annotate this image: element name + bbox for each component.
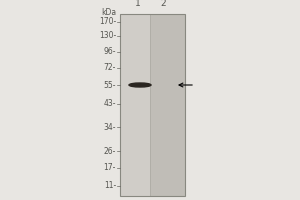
- Bar: [150, 14, 185, 196]
- Text: 170-: 170-: [99, 18, 116, 26]
- Bar: [120, 14, 150, 196]
- Text: 34-: 34-: [103, 122, 116, 132]
- Text: 26-: 26-: [103, 146, 116, 156]
- Text: 2: 2: [160, 0, 166, 8]
- Text: 55-: 55-: [103, 80, 116, 90]
- Text: 130-: 130-: [99, 31, 116, 40]
- Text: 11-: 11-: [104, 182, 116, 190]
- Text: kDa: kDa: [101, 8, 116, 17]
- Text: 1: 1: [135, 0, 141, 8]
- Ellipse shape: [129, 83, 151, 87]
- Text: 43-: 43-: [103, 99, 116, 108]
- Text: 96-: 96-: [103, 47, 116, 56]
- Text: 17-: 17-: [103, 164, 116, 172]
- Bar: [120, 14, 185, 196]
- Text: 72-: 72-: [103, 64, 116, 72]
